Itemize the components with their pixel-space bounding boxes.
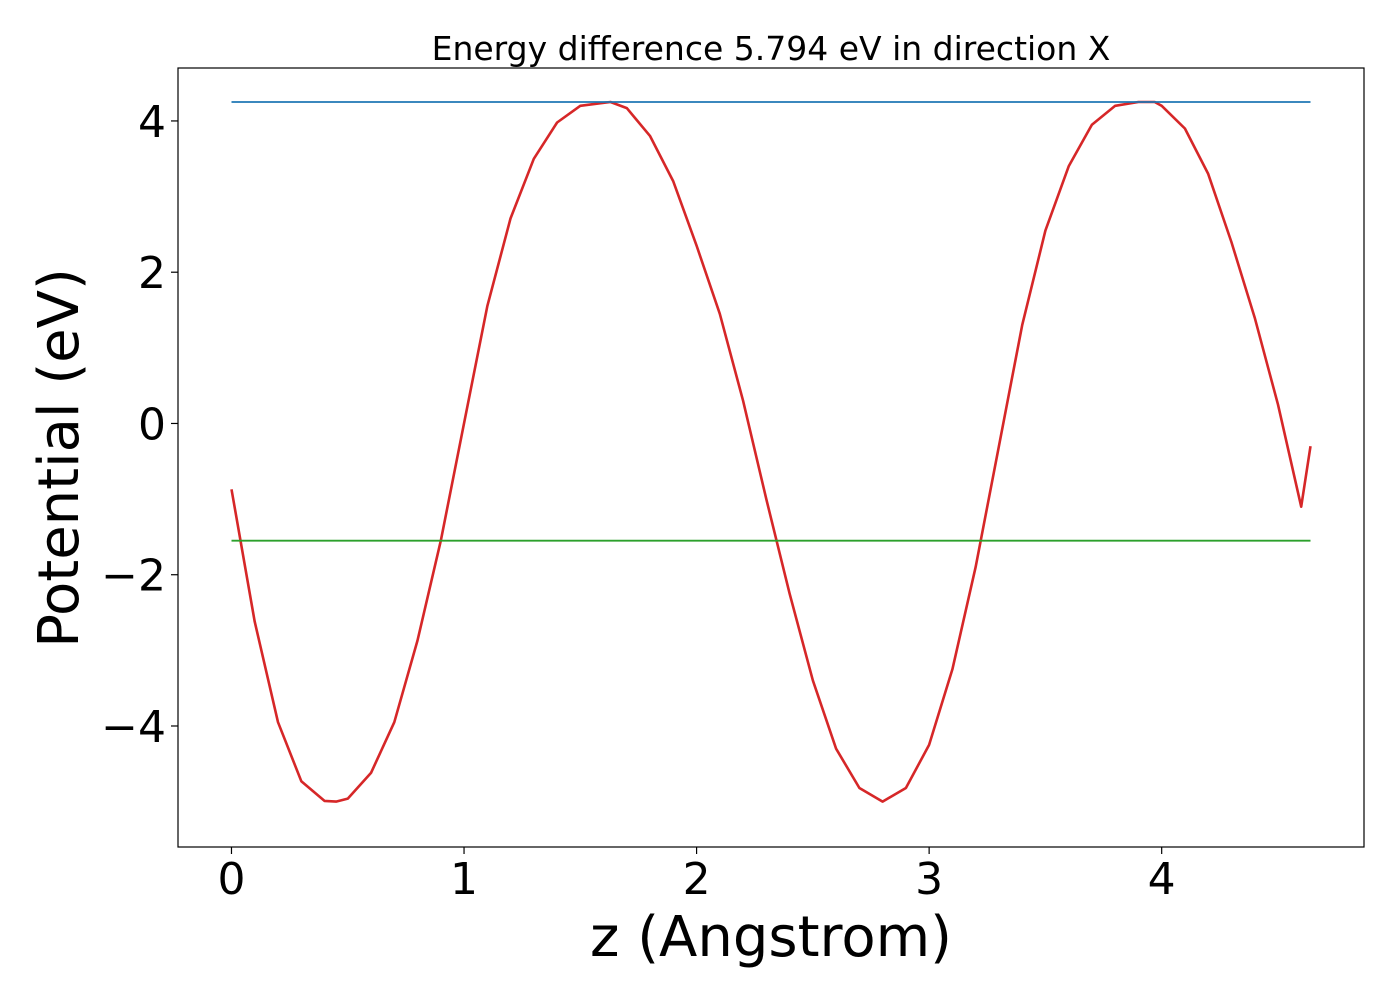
y-tick-label: −4 (101, 702, 166, 753)
x-tick-label: 0 (217, 854, 245, 905)
y-tick-label: −2 (101, 551, 166, 602)
chart-title: Energy difference 5.794 eV in direction … (432, 29, 1111, 68)
x-tick-label: 4 (1148, 854, 1176, 905)
x-tick-label: 3 (915, 854, 943, 905)
plot-area (230, 100, 1312, 803)
y-axis-label: Potential (eV) (27, 268, 92, 648)
x-axis-label: z (Angstrom) (590, 905, 952, 970)
y-tick-label: 0 (138, 399, 166, 450)
x-tick-label: 2 (683, 854, 711, 905)
x-tick-label: 1 (450, 854, 478, 905)
axes-frame (177, 67, 1365, 848)
y-tick-label: 2 (138, 248, 166, 299)
y-tick-label: 4 (138, 97, 166, 148)
y-axis-ticks: −4 −2 0 2 4 (101, 97, 178, 753)
x-axis-ticks: 0 1 2 3 4 (217, 847, 1176, 905)
